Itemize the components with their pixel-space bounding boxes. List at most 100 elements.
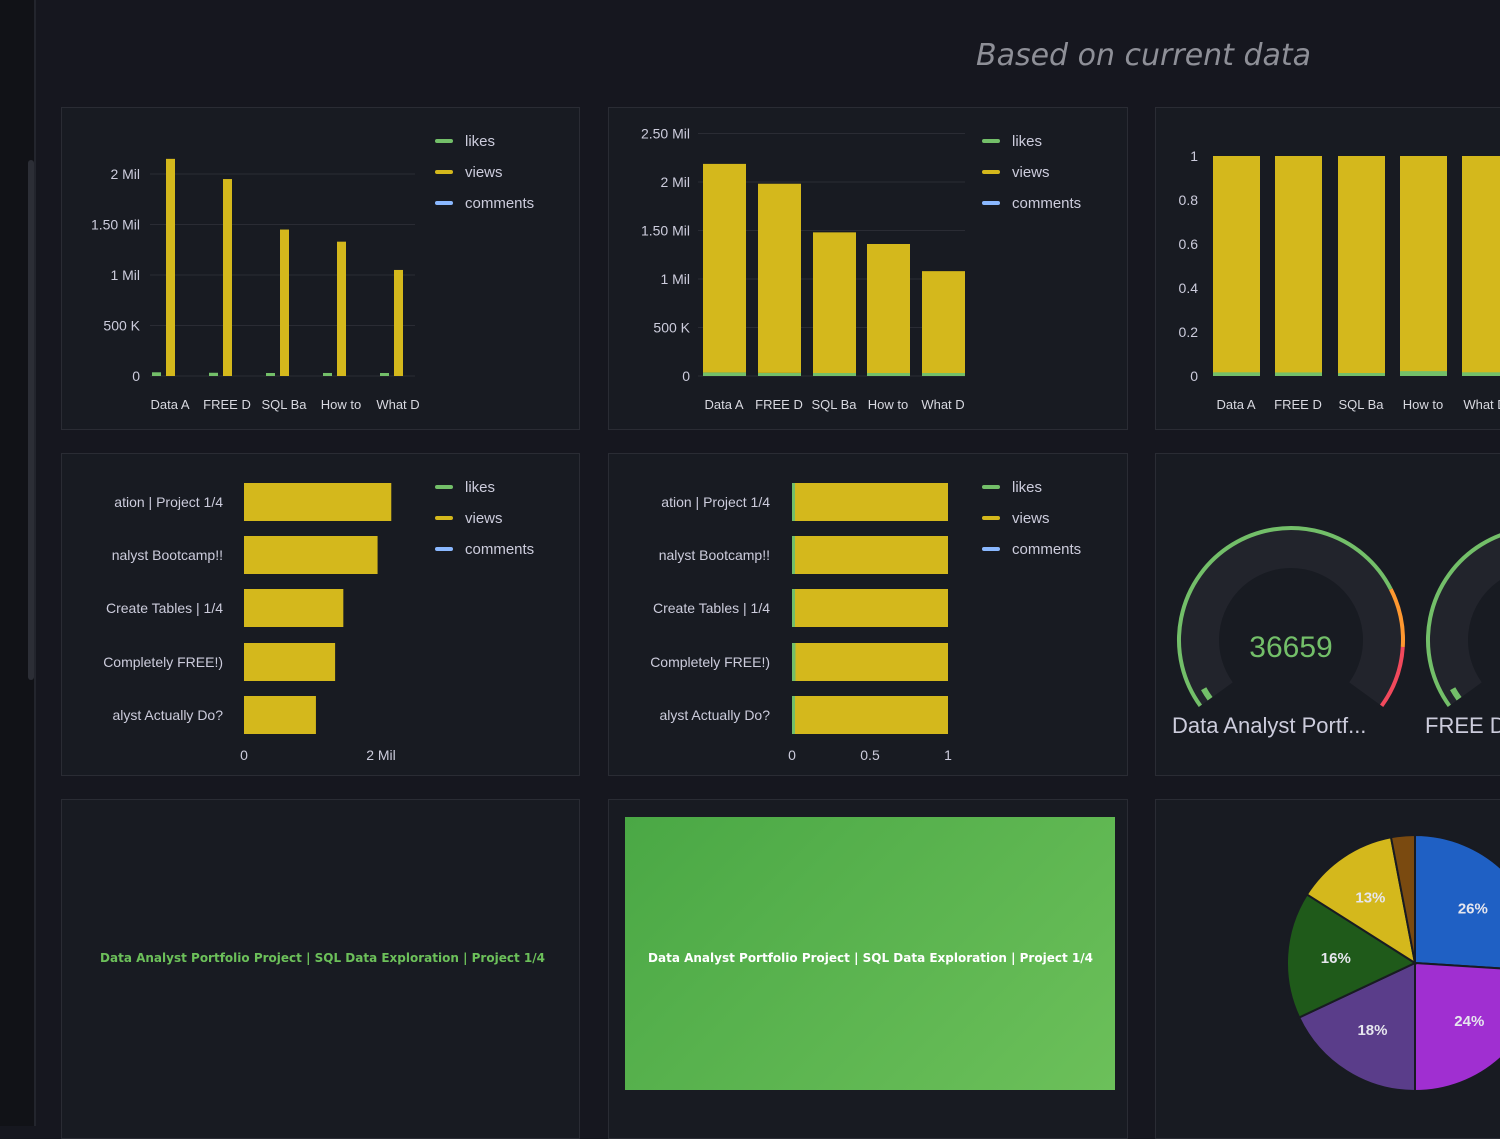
x-tick-label: SQL Ba [811, 397, 857, 412]
legend-label-likes: likes [1012, 479, 1042, 496]
legend-label-comments: comments [465, 195, 534, 212]
y-tick-label: 1.50 Mil [641, 223, 690, 239]
legend-swatch-comments [435, 547, 453, 551]
bar-likes [1213, 372, 1260, 376]
bar-views [166, 158, 175, 376]
legend-swatch-likes [435, 139, 453, 143]
bar-views [394, 269, 403, 376]
legend-swatch-views [982, 516, 1000, 520]
gauge-label: FREE D [1425, 713, 1500, 738]
bar-views [1400, 156, 1447, 376]
bar-likes [152, 372, 161, 376]
pie-slice-label: 26% [1458, 901, 1488, 918]
legend-swatch-comments [982, 201, 1000, 205]
y-tick-label: 0 [1190, 368, 1198, 384]
bar-views [792, 536, 948, 574]
gauge-threshold-green [1425, 533, 1500, 708]
bar-likes [380, 373, 389, 376]
y-tick-label: 0.8 [1179, 192, 1199, 208]
bar-views [1462, 156, 1500, 376]
bar-likes [1338, 373, 1385, 376]
x-tick-label: Data A [1216, 397, 1255, 412]
x-tick-label: FREE D [755, 397, 803, 412]
legend-swatch-comments [982, 547, 1000, 551]
legend-label-likes: likes [465, 133, 495, 150]
stat-value-text: Data Analyst Portfolio Project | SQL Dat… [100, 951, 545, 965]
y-tick-label: alyst Actually Do? [113, 707, 224, 723]
gauge-value: 36659 [1249, 631, 1332, 664]
y-tick-label: Completely FREE!) [650, 654, 770, 670]
y-tick-label: 0.6 [1179, 236, 1199, 252]
legend-label-views: views [465, 164, 503, 181]
gauge-label: Data Analyst Portf... [1172, 713, 1366, 738]
legend-label-comments: comments [465, 541, 534, 558]
x-tick-label: FREE D [203, 397, 251, 412]
legend-label-views: views [465, 510, 503, 527]
stat-value-text-colored: Data Analyst Portfolio Project | SQL Dat… [648, 951, 1093, 965]
gauge-track [1179, 528, 1403, 706]
pie-slice-label: 18% [1357, 1022, 1387, 1039]
pie-slice [1297, 961, 1416, 1093]
bar-views [1338, 156, 1385, 376]
bar-likes [758, 372, 801, 376]
legend-swatch-likes [982, 139, 1000, 143]
bar-likes [792, 536, 795, 574]
y-tick-label: 1 [1190, 148, 1198, 164]
bar-views [244, 483, 392, 521]
pie-slice-label: 13% [1355, 889, 1385, 906]
x-tick-label: What D [1463, 397, 1500, 412]
bar-likes [792, 589, 795, 627]
bar-views [244, 536, 378, 574]
gauge-value-arc [1450, 687, 1462, 701]
gauge-track [1428, 535, 1500, 706]
bar-likes [1462, 372, 1500, 376]
y-tick-label: Create Tables | 1/4 [106, 600, 223, 616]
y-tick-label: nalyst Bootcamp!! [659, 547, 770, 563]
gauge-threshold-orange [1389, 588, 1405, 648]
x-tick-label: SQL Ba [1338, 397, 1384, 412]
legend-swatch-views [435, 170, 453, 174]
y-tick-label: 2.50 Mil [641, 126, 690, 142]
y-tick-label: nalyst Bootcamp!! [112, 547, 223, 563]
bar-views [867, 243, 910, 373]
bar-views [792, 696, 948, 734]
bar-views [280, 229, 289, 376]
y-tick-label: ation | Project 1/4 [661, 494, 770, 510]
bar-likes [1275, 372, 1322, 376]
legend-label-likes: likes [465, 479, 495, 496]
bar-views [244, 696, 316, 734]
legend-label-comments: comments [1012, 195, 1081, 212]
y-tick-label: 1.50 Mil [91, 217, 140, 233]
x-tick-label: 0.5 [860, 747, 880, 763]
scrollbar[interactable] [28, 160, 34, 680]
y-tick-label: 500 K [653, 320, 690, 336]
x-tick-label: SQL Ba [261, 397, 307, 412]
bar-likes [813, 373, 856, 376]
bar-likes [323, 372, 332, 376]
bar-likes [922, 373, 965, 376]
bar-likes [792, 483, 795, 521]
pie-slice [1414, 833, 1500, 970]
x-tick-label: Data A [704, 397, 743, 412]
pie-slice-label: 24% [1454, 1013, 1484, 1030]
panel-stat-text[interactable] [61, 799, 580, 1139]
bar-likes [703, 372, 746, 376]
y-tick-label: 0.2 [1179, 324, 1199, 340]
x-tick-label: 1 [944, 747, 952, 763]
x-tick-label: What D [921, 397, 964, 412]
bar-likes [209, 372, 218, 376]
pie-slice [1305, 836, 1417, 966]
gauge-value-arc [1201, 687, 1213, 701]
legend-swatch-views [982, 170, 1000, 174]
y-tick-label: 2 Mil [110, 166, 140, 182]
legend-label-views: views [1012, 510, 1050, 527]
bar-views [758, 183, 801, 373]
x-tick-label: What D [376, 397, 419, 412]
pie-slice-label: 16% [1321, 950, 1351, 967]
y-tick-label: Completely FREE!) [103, 654, 223, 670]
legend-swatch-comments [435, 201, 453, 205]
bar-views [922, 271, 965, 373]
x-tick-label: How to [868, 397, 908, 412]
bar-views [1213, 156, 1260, 376]
